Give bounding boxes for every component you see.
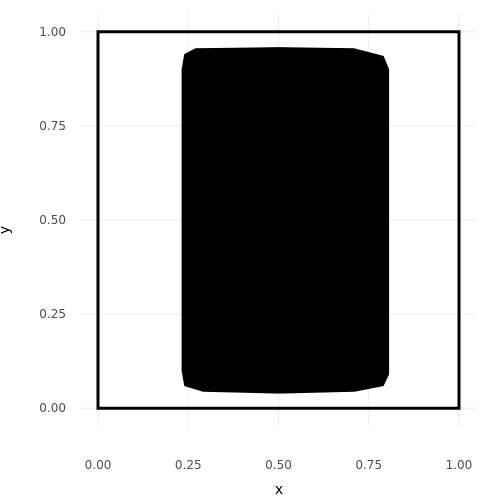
y-tick-label: 0.25: [39, 307, 66, 321]
y-axis-title: y: [0, 226, 13, 234]
x-tick-label: 1.00: [446, 458, 473, 472]
x-tick-label: 0.75: [355, 458, 382, 472]
x-tick-label: 0.50: [265, 458, 292, 472]
plot-area: [96, 30, 461, 410]
y-tick-label: 0.75: [39, 119, 66, 133]
filled-shape: [181, 47, 390, 394]
x-axis-title: x: [275, 482, 283, 498]
x-tick-label: 0.25: [175, 458, 202, 472]
y-tick-label: 0.00: [39, 401, 66, 415]
y-tick-label: 0.50: [39, 213, 66, 227]
y-tick-label: 1.00: [39, 25, 66, 39]
outline-rectangle: [96, 30, 461, 410]
x-tick-label: 0.00: [85, 458, 112, 472]
axes: 0.00 0.25 0.50 0.75 1.00 0.00 0.25 0.50 0.75 1.00: [39, 25, 472, 472]
